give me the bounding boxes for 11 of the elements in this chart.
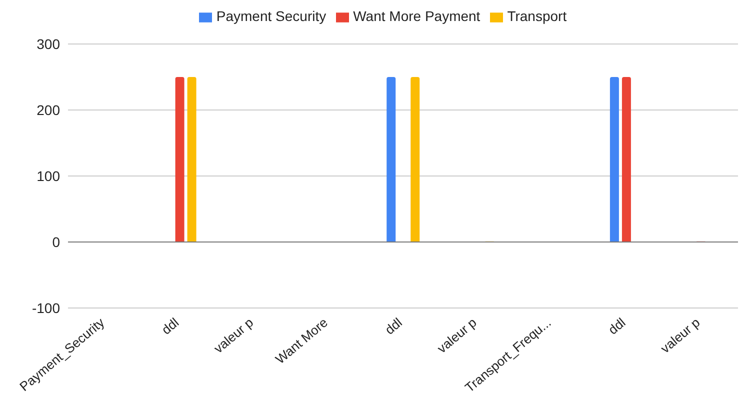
x-tick-label: ddl	[605, 314, 628, 338]
y-tick-label: 0	[52, 234, 60, 250]
x-tick-label: ddl	[158, 314, 182, 338]
legend-label: Payment Security	[216, 8, 326, 24]
legend-label: Transport	[507, 8, 567, 24]
y-tick-label: 200	[36, 102, 60, 118]
legend-label: Want More Payment	[353, 8, 480, 24]
x-tick-label: ddl	[382, 314, 406, 338]
y-tick-label: 300	[36, 36, 60, 52]
y-tick-label: 100	[36, 168, 60, 184]
y-tick-label: -100	[32, 300, 60, 316]
